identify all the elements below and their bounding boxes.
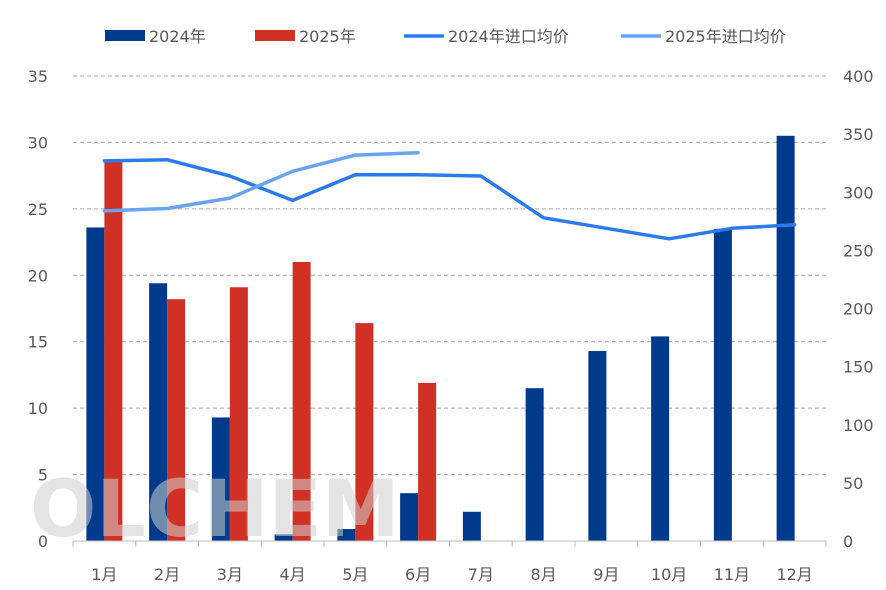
x-axis: 1月 2月 3月 4月 5月 6月 7月 8月 9月 10月 11月 12月	[72, 540, 827, 584]
y-right-tick-label: 300	[843, 183, 874, 202]
legend-label: 2024年进口均价	[448, 27, 569, 46]
x-tick-label: 12月	[776, 565, 812, 584]
bar-2025年	[292, 262, 311, 541]
legend: 2024年 2025年 2024年进口均价 2025年进口均价	[105, 27, 786, 46]
y-right-tick-label: 150	[843, 358, 874, 377]
y-right-tick-label: 100	[843, 416, 874, 435]
y-left-tick-label: 35	[28, 67, 48, 86]
bar-2024年	[713, 228, 732, 542]
bar-2024年	[211, 417, 230, 541]
y-right-tick-label: 400	[843, 67, 874, 86]
x-tick-label: 4月	[280, 565, 306, 584]
right-axis-ticks: 0 50 100 150 200 250 300 350 400	[843, 67, 874, 551]
line-2025年进口均价	[102, 150, 420, 213]
legend-label: 2024年	[149, 27, 206, 46]
x-tick-label: 3月	[217, 565, 243, 584]
y-left-tick-label: 25	[28, 200, 48, 219]
gridlines	[73, 75, 826, 476]
bar-2024年	[149, 283, 168, 541]
legend-swatch	[255, 30, 295, 41]
legend-swatch	[105, 30, 145, 41]
legend-label: 2025年进口均价	[665, 27, 786, 46]
bar-2024年	[776, 135, 795, 542]
y-right-tick-label: 50	[843, 474, 863, 493]
x-tick-label: 6月	[405, 565, 431, 584]
y-left-tick-label: 30	[28, 133, 48, 152]
bar-2024年	[86, 227, 105, 541]
x-tick-label: 7月	[468, 565, 494, 584]
bar-2024年	[525, 388, 544, 541]
y-left-tick-label: 5	[38, 466, 48, 485]
bar-2024年	[588, 351, 607, 541]
x-tick-label: 1月	[91, 565, 117, 584]
legend-label: 2025年	[299, 27, 356, 46]
y-left-tick-label: 10	[28, 399, 48, 418]
bar-2025年	[418, 382, 437, 541]
bar-2025年	[104, 159, 123, 541]
bar-2025年	[167, 299, 186, 541]
lines	[102, 150, 797, 241]
bar-2025年	[229, 287, 248, 541]
x-tick-label: 2月	[154, 565, 180, 584]
line-2024年进口均价	[102, 157, 797, 241]
y-left-tick-label: 15	[28, 333, 48, 352]
bar-2025年	[355, 323, 374, 541]
x-tick-label: 11月	[714, 565, 750, 584]
left-axis-ticks: 0 5 10 15 20 25 30 35	[28, 67, 48, 551]
bar-2024年	[400, 493, 419, 541]
x-tick-label: 5月	[342, 565, 368, 584]
bar-2024年	[651, 336, 670, 541]
y-left-tick-label: 0	[38, 532, 48, 551]
bar-2024年	[337, 529, 356, 541]
bar-2024年	[462, 511, 481, 541]
y-right-tick-label: 350	[843, 125, 874, 144]
y-right-tick-label: 200	[843, 300, 874, 319]
x-tick-label: 10月	[651, 565, 687, 584]
bars	[86, 135, 795, 542]
x-tick-label: 9月	[593, 565, 619, 584]
watermark: OLCHEM	[30, 465, 399, 555]
x-tick-label: 8月	[531, 565, 557, 584]
bar-2024年	[274, 534, 293, 541]
y-left-tick-label: 20	[28, 266, 48, 285]
y-right-tick-label: 0	[843, 532, 853, 551]
y-right-tick-label: 250	[843, 241, 874, 260]
